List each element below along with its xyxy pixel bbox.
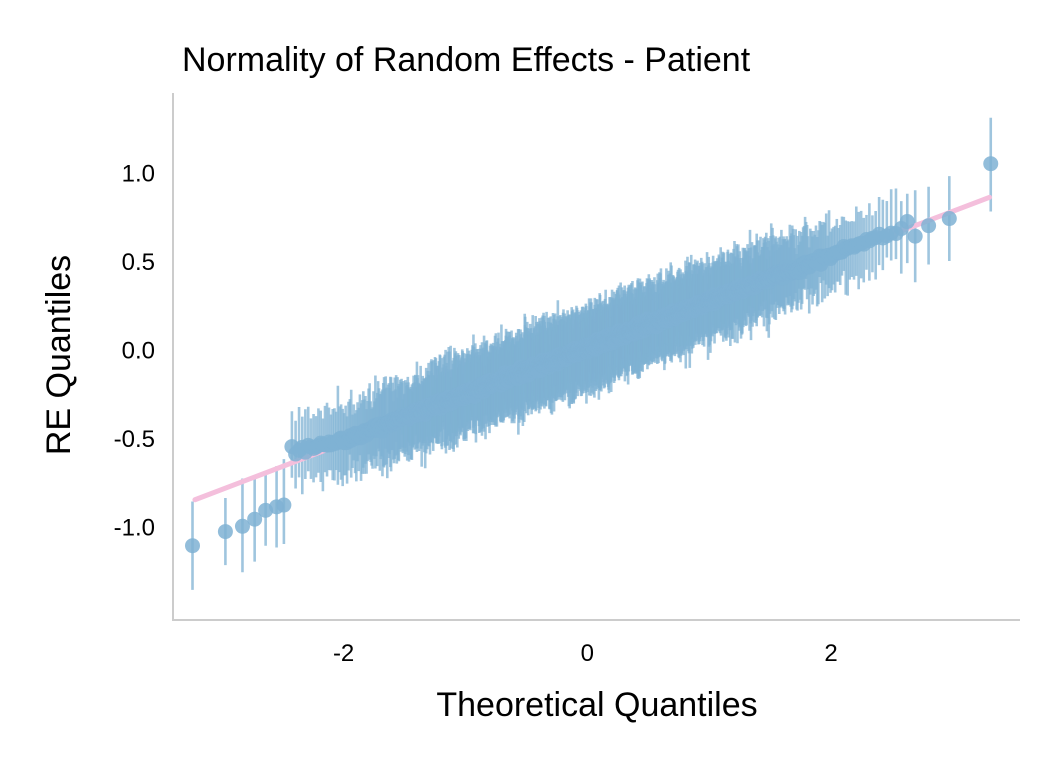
x-tick-label: 0 — [581, 640, 594, 667]
data-point — [217, 524, 233, 540]
data-point — [941, 211, 957, 227]
y-tick-label: 0.0 — [122, 337, 155, 364]
y-tick-label: 0.5 — [122, 249, 155, 276]
data-point — [247, 511, 263, 527]
points-group — [184, 156, 999, 554]
y-tick-label: -1.0 — [114, 514, 155, 541]
data-point — [983, 156, 999, 172]
x-tick-labels: -2 0 2 — [333, 640, 838, 667]
data-point — [899, 214, 915, 230]
data-point — [921, 218, 937, 234]
y-tick-label: -0.5 — [114, 426, 155, 453]
y-tick-label: 1.0 — [122, 161, 155, 188]
chart-title: Normality of Random Effects - Patient — [182, 41, 751, 79]
x-tick-label: 2 — [824, 640, 837, 667]
data-point — [276, 497, 292, 513]
data-point — [907, 228, 923, 244]
y-tick-labels: 1.0 0.5 0.0 -0.5 -1.0 — [114, 161, 155, 542]
data-point — [184, 538, 200, 554]
data-point — [234, 518, 250, 534]
x-tick-label: -2 — [333, 640, 354, 667]
y-axis-label: RE Quantiles — [40, 255, 78, 455]
x-axis-label: Theoretical Quantiles — [436, 686, 757, 724]
